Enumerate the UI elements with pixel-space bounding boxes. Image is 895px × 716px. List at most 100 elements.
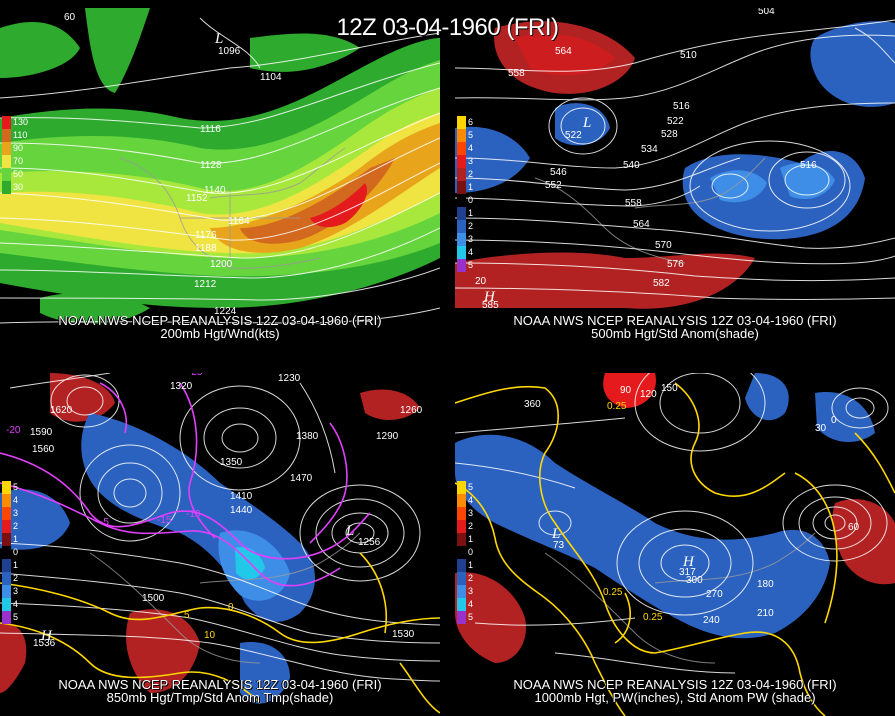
caption-line-2: 1000mb Hgt, PW(inches), Std Anom PW (sha…	[534, 690, 816, 705]
legend-swatch	[2, 611, 11, 624]
legend-swatch	[2, 481, 11, 494]
low-marker: L	[582, 115, 591, 131]
legend-swatch	[457, 481, 466, 494]
legend-label: 2	[13, 521, 19, 531]
legend-label: 3	[13, 508, 19, 518]
contour-label: 576	[667, 259, 684, 270]
legend-label: 1	[13, 534, 19, 544]
caption-line-2: 500mb Hgt/Std Anom(shade)	[591, 326, 759, 341]
legend-entry: 3	[2, 507, 18, 520]
legend-label: 3	[468, 234, 474, 244]
legend-label: 130	[13, 117, 29, 127]
low-marker: L	[345, 523, 354, 539]
legend-swatch	[457, 598, 466, 611]
legend-label: 4	[468, 495, 474, 505]
contour-label: 558	[625, 198, 642, 209]
low-value: 516	[800, 160, 817, 171]
contour-label: 180	[757, 579, 774, 590]
temp-label: 10	[204, 630, 216, 641]
pw-label: 0.25	[643, 612, 663, 623]
latitude-label: 20	[475, 276, 487, 287]
contour-label: 516	[673, 101, 690, 112]
legend-entry: 1	[457, 559, 473, 572]
legend-swatch	[457, 494, 466, 507]
low-value: 1096	[218, 46, 241, 57]
legend-swatch	[2, 585, 11, 598]
contour-label: 30	[815, 423, 827, 434]
contour-label: 1470	[290, 473, 313, 484]
legend-entry: 0	[2, 546, 18, 559]
temp-label: -5	[100, 517, 109, 528]
caption-line-1: NOAA NWS NCEP REANALYSIS 12Z 03-04-1960 …	[513, 677, 837, 692]
legend-swatch	[457, 572, 466, 585]
contour-label: 210	[757, 608, 774, 619]
contour-label: 1290	[376, 431, 399, 442]
high-value: 585	[482, 300, 499, 311]
low-value: 73	[553, 540, 565, 551]
legend-swatch	[2, 142, 11, 155]
legend-label: 4	[468, 247, 474, 257]
temp-label: -10	[186, 509, 201, 520]
contour-label: 1500	[142, 593, 165, 604]
legend-label: 2	[468, 169, 474, 179]
legend-entry: 3	[457, 233, 473, 246]
legend-label: 1	[468, 182, 474, 192]
legend-swatch	[2, 559, 11, 572]
legend-entry: 4	[2, 494, 18, 507]
low-value: 1256	[358, 537, 381, 548]
contour-label: 1440	[230, 505, 253, 516]
contour-label: 534	[641, 144, 658, 155]
legend-entry: 1	[457, 207, 473, 220]
legend-entry: 2	[457, 572, 473, 585]
contour-label: 1188	[195, 243, 217, 254]
contour-label: 0	[831, 415, 837, 426]
contour-label: 540	[623, 160, 640, 171]
contour-label: 552	[545, 180, 562, 191]
legend-entry: 3	[457, 155, 473, 168]
legend-swatch	[457, 507, 466, 520]
caption-line-2: 850mb Hgt/Tmp/Std Anom Tmp(shade)	[106, 690, 334, 705]
legend-entry: 5	[457, 481, 473, 494]
legend-swatch	[2, 168, 11, 181]
legend-entry: 2	[457, 220, 473, 233]
legend-entry: 1	[2, 533, 18, 546]
temp-label: 5	[184, 610, 190, 621]
legend-swatch	[2, 520, 11, 533]
legend-swatch	[457, 155, 466, 168]
legend-label: 2	[468, 221, 474, 231]
legend-entry: 1	[457, 533, 473, 546]
legend-swatch	[457, 533, 466, 546]
contour-label: 1380	[296, 431, 319, 442]
map-500mb: 504 510 516 522 528 534 540 546 552 558 …	[455, 8, 895, 342]
legend-entry: 4	[457, 142, 473, 155]
temp-label: 0	[228, 602, 234, 613]
legend-200mb: 130 110 90 70 50 30	[2, 116, 28, 194]
panel-200mb-wind: 1104 1116 1128 1140 1152 1164 1176 1188 …	[0, 8, 440, 342]
legend-entry: 1	[457, 181, 473, 194]
legend-swatch	[2, 546, 11, 559]
legend-label: 2	[13, 573, 19, 583]
legend-swatch	[2, 572, 11, 585]
legend-label: 4	[468, 599, 474, 609]
contour-label: 90	[620, 385, 632, 396]
legend-swatch	[2, 181, 11, 194]
pw-label: 0.25	[607, 401, 627, 412]
legend-entry: 2	[457, 168, 473, 181]
legend-swatch	[457, 546, 466, 559]
high-value: 1536	[33, 638, 56, 649]
legend-entry: 90	[2, 142, 28, 155]
legend-swatch	[2, 129, 11, 142]
contour-label: 1164	[228, 216, 250, 227]
legend-500mb: 6 5 4 3 2 1 0 1 2 3 4 5	[457, 116, 473, 272]
legend-entry: 1	[2, 559, 18, 572]
legend-entry: 50	[2, 168, 28, 181]
map-1000mb-pw: 0 30 60 90 120 150 180 210 240 270 300 3…	[455, 373, 895, 716]
contour-label: 1104	[260, 72, 282, 83]
low-marker: L	[214, 31, 223, 47]
legend-label: 6	[468, 117, 474, 127]
legend-label: 5	[13, 612, 19, 622]
legend-entry: 110	[2, 129, 28, 142]
contour-label: 1530	[392, 629, 415, 640]
legend-label: 5	[468, 260, 474, 270]
legend-entry: 30	[2, 181, 28, 194]
